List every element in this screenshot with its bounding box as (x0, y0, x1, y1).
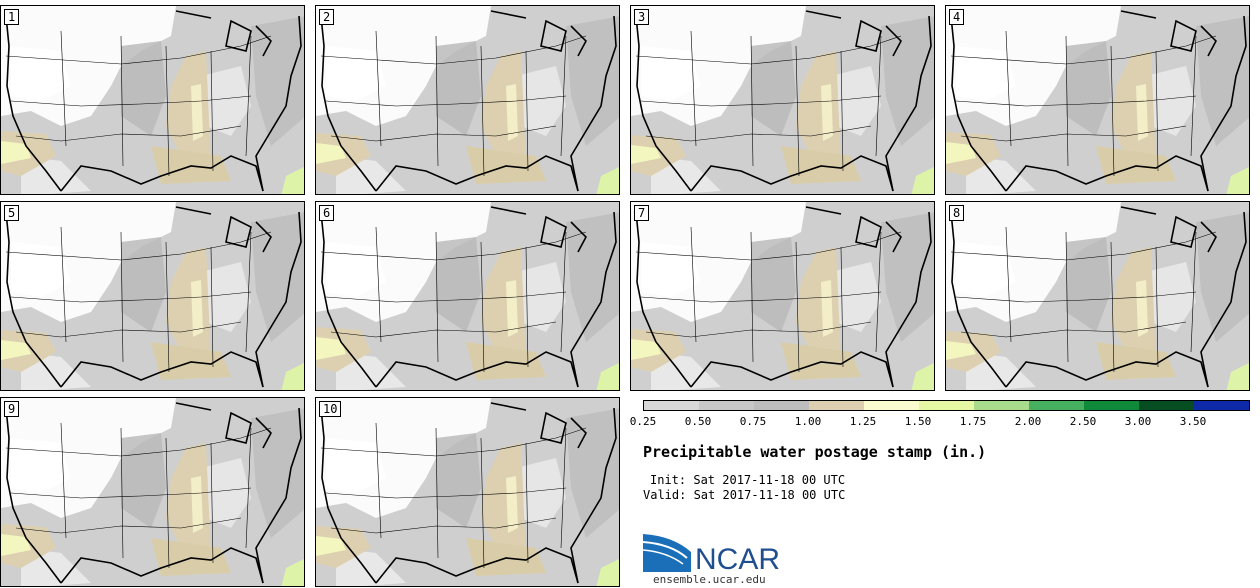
member-number: 4 (949, 9, 965, 25)
colorbar-swatch (1194, 401, 1249, 410)
colorbar-swatch (644, 401, 699, 410)
precip-map (1, 398, 304, 586)
precip-map (1, 6, 304, 194)
map-panel: 6 (315, 201, 620, 391)
precip-map (316, 6, 619, 194)
logo-text: NCAR (695, 543, 780, 572)
colorbar-swatch (1084, 401, 1139, 410)
precip-map (631, 202, 934, 390)
colorbar-swatch (699, 401, 754, 410)
member-number: 6 (319, 205, 335, 221)
precip-map (316, 202, 619, 390)
map-panel: 1 (0, 5, 305, 195)
map-panel: 4 (945, 5, 1250, 195)
colorbar-tick-label: 1.75 (959, 415, 987, 428)
map-panel: 9 (0, 397, 305, 587)
map-panel: 5 (0, 201, 305, 391)
colorbar-tick-label: 0.50 (684, 415, 712, 428)
chart-title: Precipitable water postage stamp (in.) (643, 443, 987, 461)
valid-time: Valid: Sat 2017-11-18 00 UTC (643, 488, 846, 502)
colorbar-swatch (1029, 401, 1084, 410)
init-time: Init: Sat 2017-11-18 00 UTC (650, 473, 846, 487)
colorbar-tick-label: 3.00 (1124, 415, 1152, 428)
colorbar-tick-label: 0.25 (629, 415, 657, 428)
colorbar-swatch (809, 401, 864, 410)
member-number: 10 (319, 401, 342, 417)
colorbar-swatch (974, 401, 1029, 410)
ncar-logo: NCAR (643, 534, 780, 572)
colorbar-swatch (864, 401, 919, 410)
logo-url: ensemble.ucar.edu (653, 573, 766, 586)
precip-map (1, 202, 304, 390)
map-panel: 3 (630, 5, 935, 195)
precip-map (946, 6, 1249, 194)
colorbar (643, 400, 1250, 411)
member-number: 3 (634, 9, 650, 25)
member-number: 1 (4, 9, 20, 25)
colorbar-tick-label: 1.50 (904, 415, 932, 428)
map-panel: 10 (315, 397, 620, 587)
member-number: 9 (4, 401, 20, 417)
colorbar-tick-label: 2.50 (1069, 415, 1097, 428)
precip-map (946, 202, 1249, 390)
colorbar-swatch (754, 401, 809, 410)
colorbar-swatch (1139, 401, 1194, 410)
member-number: 7 (634, 205, 650, 221)
precip-map (631, 6, 934, 194)
member-number: 2 (319, 9, 335, 25)
member-number: 8 (949, 205, 965, 221)
colorbar-tick-label: 1.00 (794, 415, 822, 428)
map-panel: 7 (630, 201, 935, 391)
map-panel: 2 (315, 5, 620, 195)
colorbar-swatch (919, 401, 974, 410)
map-panel: 8 (945, 201, 1250, 391)
colorbar-tick-label: 3.50 (1179, 415, 1207, 428)
colorbar-tick-label: 0.75 (739, 415, 767, 428)
member-number: 5 (4, 205, 20, 221)
colorbar-tick-label: 1.25 (849, 415, 877, 428)
colorbar-tick-label: 2.00 (1014, 415, 1042, 428)
precip-map (316, 398, 619, 586)
